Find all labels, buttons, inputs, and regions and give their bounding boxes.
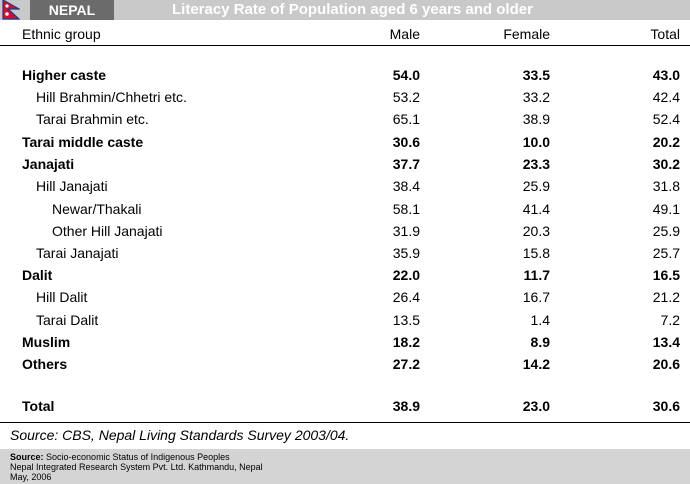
total-cell: 42.4 [652, 89, 680, 105]
table-row: Higher caste 54.0 33.5 43.0 [0, 64, 690, 86]
total-cell: 25.7 [652, 245, 680, 261]
ethnic-group-cell: Tarai Brahmin etc. [36, 111, 149, 127]
total-cell: 16.5 [652, 267, 680, 283]
total-cell: 21.2 [652, 289, 680, 305]
male-cell: 18.2 [392, 334, 420, 350]
source-note: Source: CBS, Nepal Living Standards Surv… [10, 427, 350, 443]
ethnic-group-cell: Hill Dalit [36, 289, 88, 305]
male-cell: 53.2 [392, 89, 420, 105]
ethnic-group-cell: Tarai Dalit [36, 312, 99, 328]
female-cell: 25.9 [522, 178, 550, 194]
male-cell: 65.1 [392, 111, 420, 127]
male-cell: 31.9 [392, 223, 420, 239]
male-cell: 22.0 [392, 267, 420, 283]
total-cell: 20.2 [652, 134, 680, 150]
female-cell: 16.7 [522, 289, 550, 305]
table-row: Hill Brahmin/Chhetri etc. 53.2 33.2 42.4 [0, 86, 690, 108]
column-header-female: Female [503, 26, 550, 42]
total-cell: 30.2 [652, 156, 680, 172]
female-cell: 33.5 [522, 67, 550, 83]
total-cell: 7.2 [660, 312, 680, 328]
female-cell: 23.0 [522, 398, 550, 414]
male-cell: 38.9 [392, 398, 420, 414]
female-cell: 8.9 [530, 334, 550, 350]
male-cell: 27.2 [392, 356, 420, 372]
column-header-total: Total [650, 26, 680, 42]
total-cell: 43.0 [652, 67, 680, 83]
table-row: Hill Janajati 38.4 25.9 31.8 [0, 175, 690, 197]
male-cell: 13.5 [392, 312, 420, 328]
total-cell: 13.4 [652, 334, 680, 350]
column-header-ethnic-group: Ethnic group [22, 26, 101, 42]
ethnic-group-cell: Muslim [22, 334, 71, 350]
ethnic-group-cell: Tarai Janajati [36, 245, 119, 261]
table-row: Hill Dalit 26.4 16.7 21.2 [0, 286, 690, 308]
ethnic-group-cell: Higher caste [22, 67, 107, 83]
ethnic-group-cell: Hill Janajati [36, 178, 108, 194]
footer: Source: Socio-economic Status of Indigen… [0, 449, 690, 484]
female-cell: 20.3 [522, 223, 550, 239]
footer-source-line: Source: Socio-economic Status of Indigen… [10, 452, 230, 462]
female-cell: 1.4 [530, 312, 550, 328]
ethnic-group-cell: Newar/Thakali [52, 201, 142, 217]
table-row: Tarai Dalit 13.5 1.4 7.2 [0, 309, 690, 331]
table-row: Newar/Thakali 58.1 41.4 49.1 [0, 198, 690, 220]
footer-line-3: May, 2006 [10, 472, 52, 482]
ethnic-group-cell: Total [22, 398, 55, 414]
table-row: Tarai Brahmin etc. 65.1 38.9 52.4 [0, 108, 690, 130]
column-header-male: Male [389, 26, 420, 42]
table-row: Janajati 37.7 23.3 30.2 [0, 153, 690, 175]
nepal-flag-icon [2, 0, 20, 20]
table-row: Dalit 22.0 11.7 16.5 [0, 264, 690, 286]
female-cell: 23.3 [522, 156, 550, 172]
female-cell: 14.2 [522, 356, 550, 372]
ethnic-group-cell: Hill Brahmin/Chhetri etc. [36, 89, 187, 105]
male-cell: 26.4 [392, 289, 420, 305]
ethnic-group-cell: Dalit [22, 267, 53, 283]
footer-line-2: Nepal Integrated Research System Pvt. Lt… [10, 462, 263, 472]
male-cell: 54.0 [392, 67, 420, 83]
total-cell: 30.6 [652, 398, 680, 414]
male-cell: 30.6 [392, 134, 420, 150]
ethnic-group-cell: Others [22, 356, 68, 372]
ethnic-group-cell: Other Hill Janajati [52, 223, 163, 239]
male-cell: 35.9 [392, 245, 420, 261]
total-cell: 31.8 [652, 178, 680, 194]
table-row: Other Hill Janajati 31.9 20.3 25.9 [0, 220, 690, 242]
table-row: Muslim 18.2 8.9 13.4 [0, 331, 690, 353]
table-bottom-rule [0, 422, 690, 423]
table-header: Ethnic group Male Female Total [0, 23, 690, 46]
country-label: NEPAL [30, 0, 114, 20]
female-cell: 11.7 [523, 267, 550, 283]
total-cell: 52.4 [652, 111, 680, 127]
total-cell: 25.9 [652, 223, 680, 239]
footer-line-1: Socio-economic Status of Indigenous Peop… [46, 452, 230, 462]
table-row: Total 38.9 23.0 30.6 [0, 395, 690, 417]
table-row: Tarai Janajati 35.9 15.8 25.7 [0, 242, 690, 264]
male-cell: 58.1 [392, 201, 420, 217]
female-cell: 38.9 [522, 111, 550, 127]
female-cell: 41.4 [522, 201, 550, 217]
male-cell: 38.4 [392, 178, 420, 194]
page-title: Literacy Rate of Population aged 6 years… [172, 1, 533, 18]
female-cell: 10.0 [522, 134, 550, 150]
table-row: Tarai middle caste 30.6 10.0 20.2 [0, 131, 690, 153]
ethnic-group-cell: Tarai middle caste [22, 134, 144, 150]
footer-source-label: Source: [10, 452, 44, 462]
ethnic-group-cell: Janajati [22, 156, 75, 172]
female-cell: 15.8 [522, 245, 550, 261]
total-cell: 49.1 [652, 201, 680, 217]
title-banner: NEPAL Literacy Rate of Population aged 6… [0, 0, 690, 20]
table-row: Others 27.2 14.2 20.6 [0, 353, 690, 375]
male-cell: 37.7 [392, 156, 420, 172]
total-cell: 20.6 [652, 356, 680, 372]
female-cell: 33.2 [522, 89, 550, 105]
